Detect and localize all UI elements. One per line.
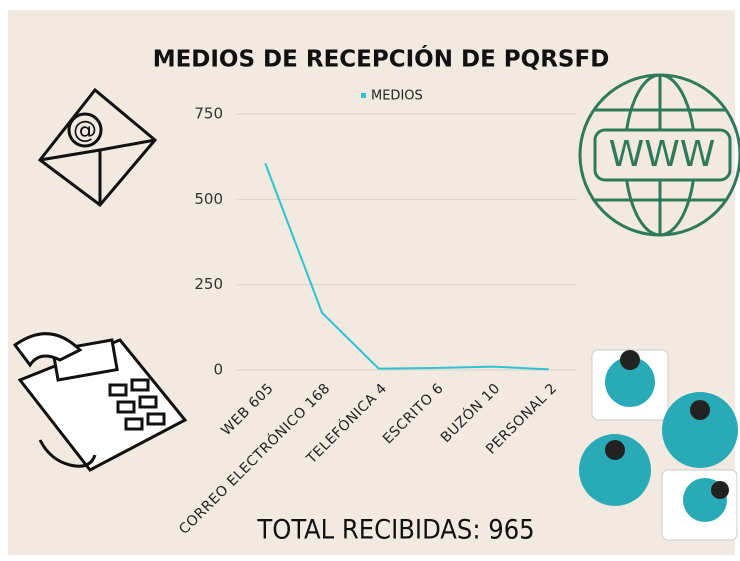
total-label: TOTAL RECIBIDAS: 965 [256,515,534,546]
y-tick-label: 250 [194,275,223,293]
phone-icon [12,332,188,472]
y-tick-label: 500 [194,190,223,208]
legend-label: MEDIOS [371,89,423,104]
y-tick-label: 750 [194,105,223,123]
people-icon [579,349,738,541]
chart-title: MEDIOS DE RECEPCIÓN DE PQRSFD [153,45,610,73]
legend-swatch [361,93,366,98]
web-symbol: WWW [609,134,716,175]
y-tick-label: 0 [213,361,223,379]
line [264,163,549,371]
web-icon: WWW [578,73,740,237]
email-symbol: @ [73,116,97,144]
email-icon: @ [37,87,158,208]
